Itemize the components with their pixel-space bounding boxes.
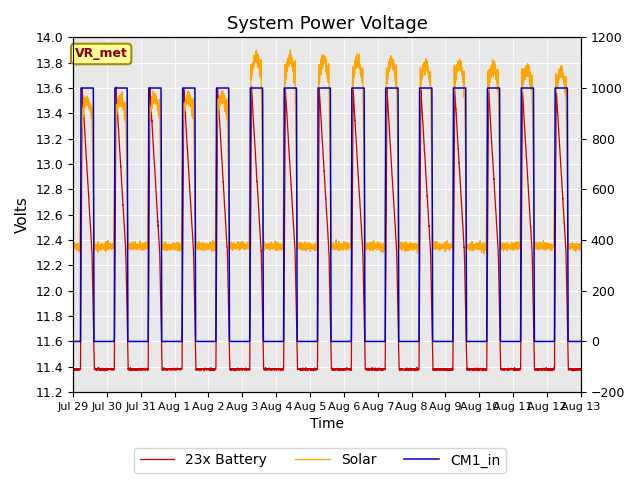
Title: System Power Voltage: System Power Voltage [227,15,428,33]
X-axis label: Time: Time [310,418,344,432]
Solar [399,243,407,249]
23x Battery [611,366,619,372]
CM1_in [88,85,96,91]
Solar [480,251,488,257]
23x Battery [248,84,255,90]
Line: Solar: Solar [73,50,615,254]
Legend: 23x Battery, Solar, CM1_in: 23x Battery, Solar, CM1_in [134,448,506,473]
CM1_in [69,338,77,344]
Text: VR_met: VR_met [75,48,127,60]
Solar [88,111,96,117]
Solar [69,246,77,252]
CM1_in [399,338,407,344]
23x Battery [400,366,408,372]
CM1_in [77,85,85,91]
Solar [385,66,392,72]
Y-axis label: Volts: Volts [15,196,30,233]
CM1_in [278,338,285,344]
CM1_in [385,85,392,91]
23x Battery [324,233,332,239]
23x Battery [88,249,96,254]
23x Battery [278,367,285,372]
Solar [324,77,332,83]
23x Battery [100,368,108,374]
CM1_in [483,338,490,344]
CM1_in [611,338,619,344]
CM1_in [324,85,332,91]
Solar [287,47,294,53]
Solar [277,242,285,248]
23x Battery [483,367,490,372]
Line: CM1_in: CM1_in [73,88,615,341]
23x Battery [385,119,393,124]
23x Battery [69,366,77,372]
Line: 23x Battery: 23x Battery [73,87,615,371]
Solar [611,243,619,249]
Solar [483,216,490,221]
